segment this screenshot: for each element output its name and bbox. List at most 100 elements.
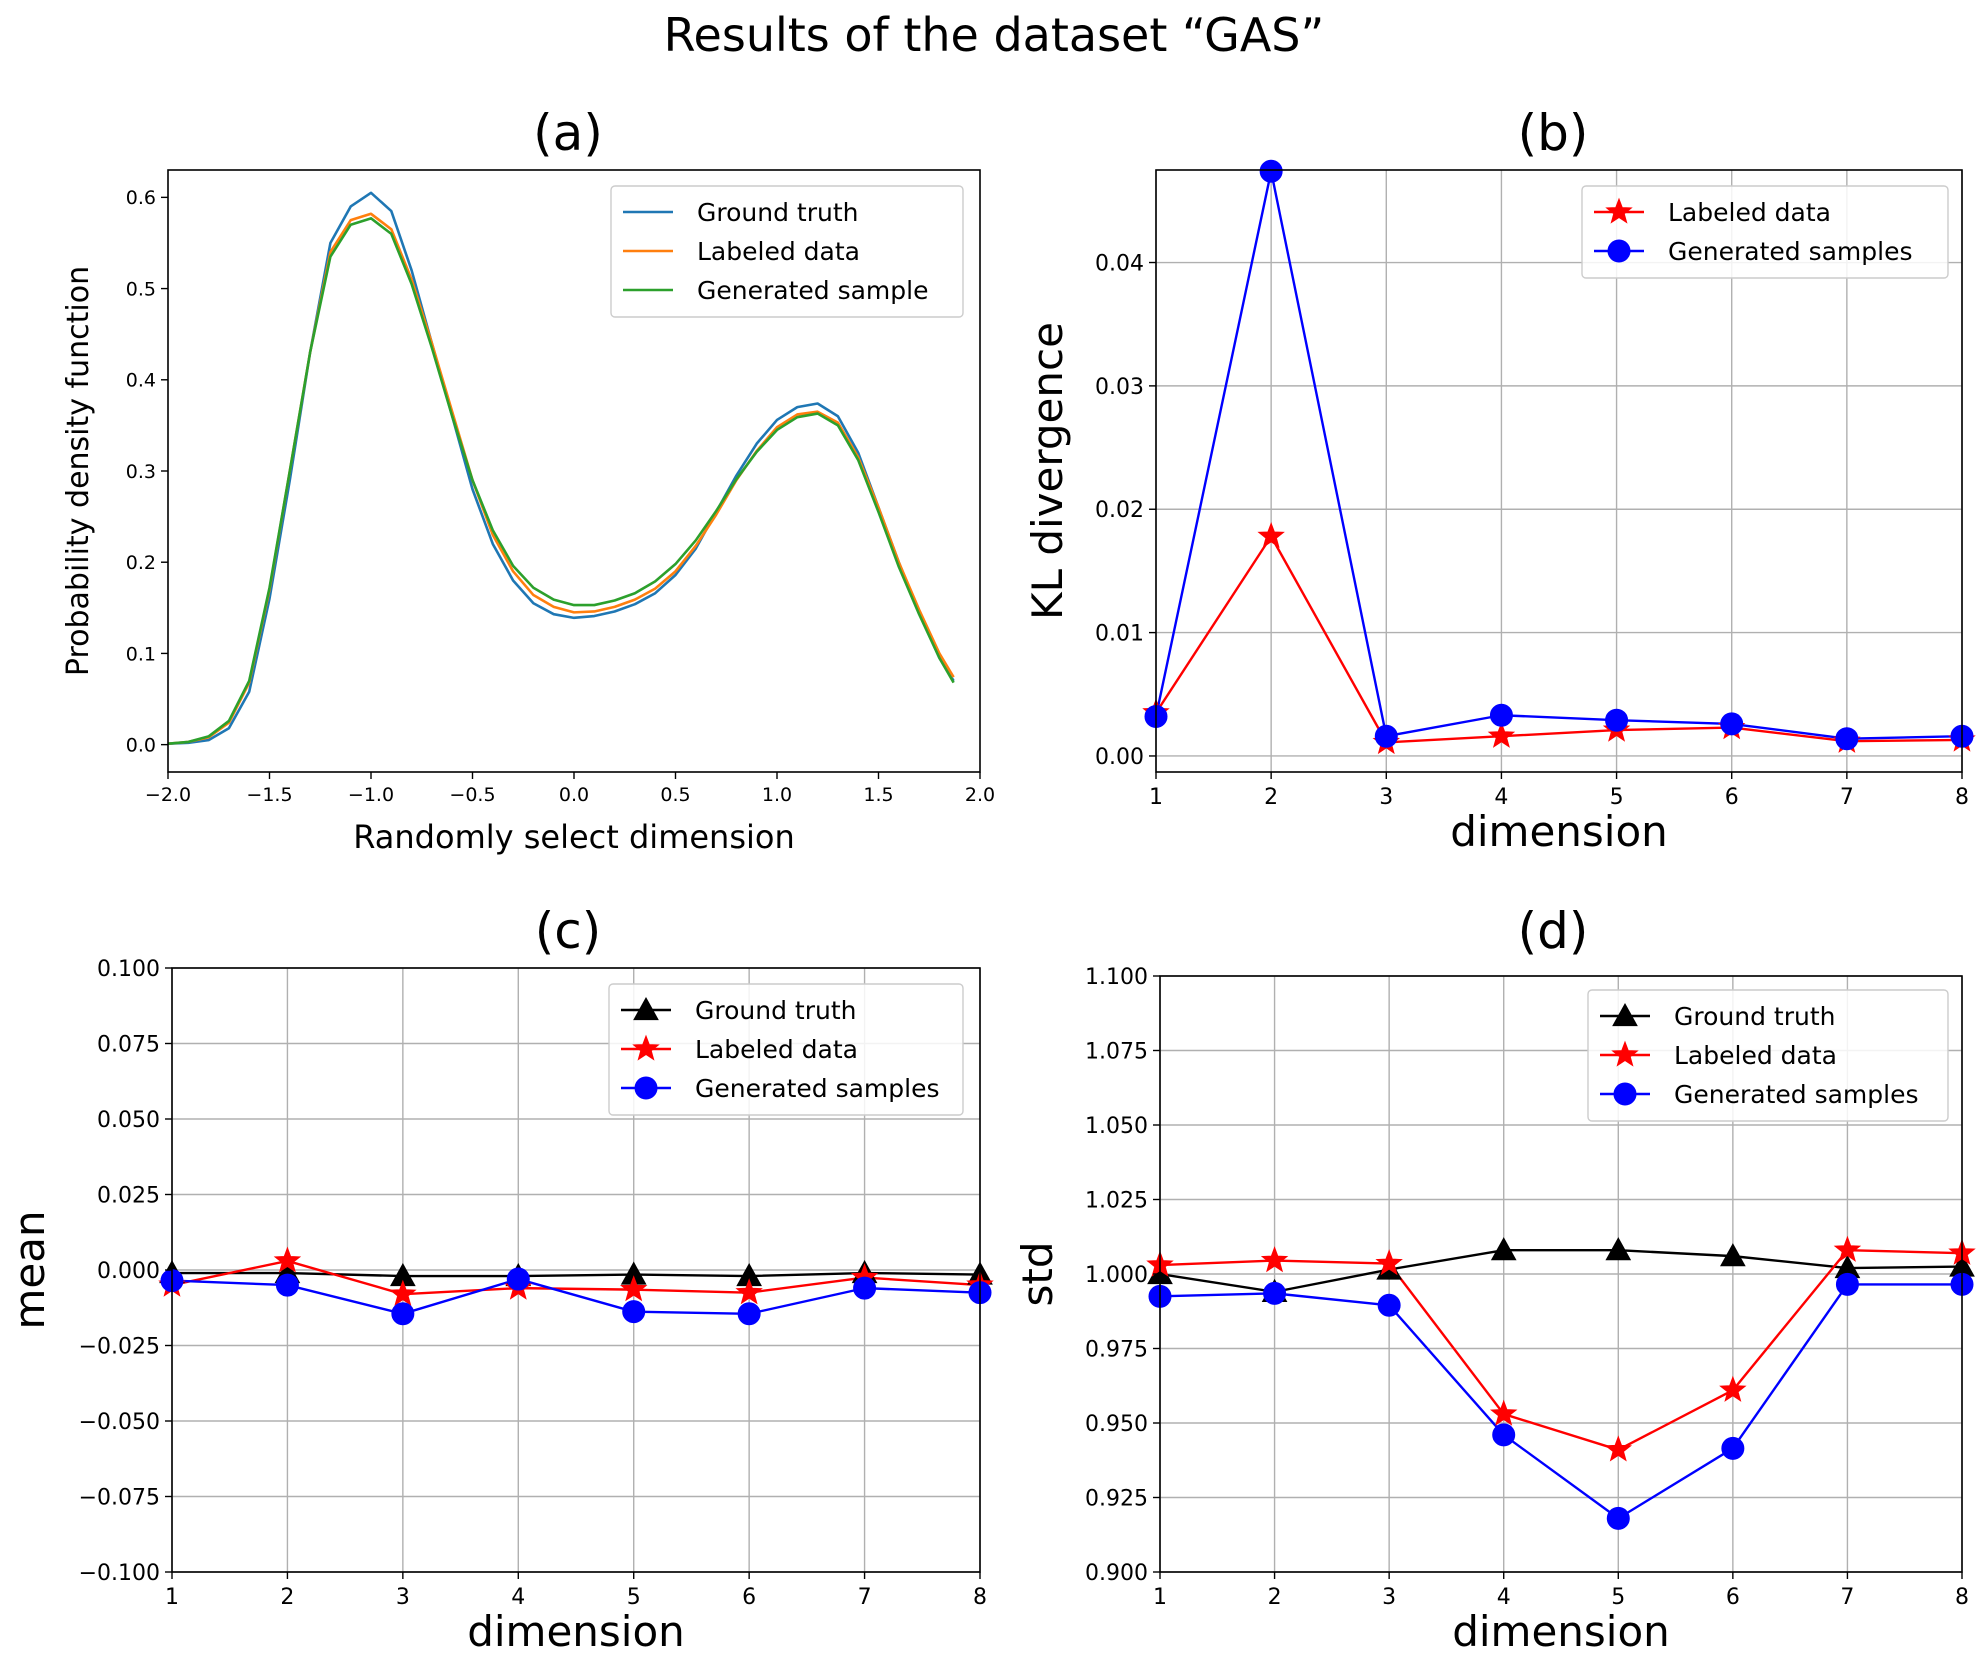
legend-label: Generated samples (1674, 1080, 1919, 1109)
x-tick-label: 7 (858, 1585, 872, 1610)
series-line-generated-sample (168, 217, 955, 746)
data-point (853, 1276, 877, 1300)
series-line-ground-truth (1160, 1248, 1962, 1294)
y-tick-label: −0.050 (79, 1410, 160, 1435)
y-tick-label: 1.025 (1085, 1188, 1148, 1213)
data-point (1490, 1237, 1517, 1261)
x-tick-label: 5 (1610, 785, 1624, 810)
legend-marker (633, 996, 659, 1021)
x-axis-label: Randomly select dimension (353, 818, 795, 856)
legend-label: Labeled data (695, 1035, 858, 1064)
x-tick-label: 8 (1955, 785, 1969, 810)
data-point (1489, 703, 1513, 727)
data-point (275, 1273, 299, 1297)
legend-label: Generated samples (695, 1074, 940, 1103)
y-axis-label: mean (5, 1210, 54, 1329)
x-tick-label: 8 (973, 1585, 987, 1610)
data-point (1605, 708, 1629, 732)
y-tick-label: 0.1 (126, 643, 156, 665)
data-point (1720, 1243, 1746, 1267)
x-tick-label: 6 (1725, 785, 1739, 810)
legend-box (610, 185, 964, 318)
legend-marker (1611, 1040, 1639, 1067)
data-point (391, 1302, 415, 1326)
data-point (1489, 1399, 1518, 1426)
y-axis-label: std (1013, 1241, 1062, 1306)
legend-marker (634, 1076, 658, 1100)
series-line-labeled-data (1156, 535, 1962, 744)
y-tick-label: 0.5 (126, 278, 156, 300)
x-tick-label: 8 (1955, 1585, 1969, 1610)
panel-label: (d) (1518, 902, 1589, 960)
x-axis-label: dimension (1452, 1607, 1670, 1656)
panel-c: (c) 1 2 3 4 5 6 7 8 −0.100 −0.075 −0.050 −0.025 0.000… (5, 902, 994, 1656)
legend-label: Labeled data (1668, 198, 1831, 227)
data-point (1259, 159, 1283, 183)
panel-a: (a) −2.0 −1.5 −1.0 −0.5 0.0 0.5 1.0 1.5 2.0 0.0 0.1… (61, 104, 995, 856)
x-tick-label: 5 (627, 1585, 641, 1610)
data-point (619, 1275, 648, 1302)
legend-label: Ground truth (695, 996, 856, 1025)
legend-label: Ground truth (1674, 1002, 1835, 1031)
legend: Ground truth Labeled data Generated sample… (608, 983, 964, 1116)
data-point (1492, 1423, 1516, 1447)
y-tick-label: 1.050 (1085, 1114, 1148, 1139)
panel-label: (a) (533, 104, 603, 162)
series-line-labeled-data (172, 1259, 980, 1296)
legend: Labeled data Generated samples (1581, 185, 1949, 279)
panel-label: (c) (535, 902, 602, 960)
legend-label: Generated sample (697, 276, 928, 305)
data-point (1487, 721, 1516, 748)
y-tick-label: 0.4 (126, 370, 156, 392)
x-tick-label: 5 (1611, 1585, 1625, 1610)
data-point (735, 1278, 763, 1305)
y-tick-label: 0.04 (1095, 251, 1144, 276)
legend-label: Labeled data (1674, 1041, 1837, 1070)
x-tick-label: 2.0 (965, 784, 995, 806)
data-point (1377, 1293, 1401, 1317)
x-tick-label: 1 (1149, 785, 1163, 810)
x-tick-label: 3 (1382, 1585, 1396, 1610)
data-point (1374, 724, 1398, 748)
y-tick-label: −0.075 (79, 1485, 160, 1510)
y-tick-label: 0.0 (126, 734, 156, 756)
x-tick-label: 3 (396, 1585, 410, 1610)
x-tick-label: 7 (1840, 785, 1854, 810)
data-point (1263, 1281, 1287, 1305)
legend: Ground truth Labeled data Generated sample (610, 185, 964, 318)
data-point (1835, 727, 1859, 751)
legend: Ground truth Labeled data Generated sample… (1587, 989, 1949, 1122)
series-line-labeled-data (1160, 1248, 1962, 1452)
x-tick-label: 6 (742, 1585, 756, 1610)
axes-frame (1155, 169, 1963, 773)
series-line-ground-truth (172, 1271, 980, 1278)
x-tick-label: −1.0 (348, 784, 394, 806)
y-axis-label: KL divergence (1023, 322, 1072, 620)
data-point (1604, 1435, 1633, 1462)
legend-label: Generated samples (1668, 237, 1913, 266)
legend-label: Ground truth (697, 198, 858, 227)
y-tick-label: 0.00 (1095, 745, 1144, 770)
x-tick-label: 7 (1840, 1585, 1854, 1610)
y-tick-label: 0.025 (97, 1183, 160, 1208)
x-tick-label: 6 (1726, 1585, 1740, 1610)
x-tick-label: −2.0 (145, 784, 191, 806)
y-tick-label: 0.100 (97, 957, 160, 982)
y-axis-label: Probability density function (61, 266, 96, 676)
y-tick-label: 0.975 (1085, 1337, 1148, 1362)
x-tick-label: 4 (1494, 785, 1508, 810)
data-point (1833, 1235, 1862, 1262)
data-layer (172, 1259, 980, 1315)
data-point (1257, 521, 1285, 549)
data-point (1835, 1272, 1859, 1296)
panel-label: (b) (1518, 104, 1589, 162)
x-tick-label: −0.5 (449, 784, 495, 806)
y-tick-label: −0.100 (79, 1561, 160, 1586)
y-tick-label: 0.2 (126, 552, 156, 574)
data-layer (1160, 1248, 1962, 1520)
legend-box (608, 983, 964, 1116)
legend-label: Labeled data (697, 237, 860, 266)
data-point (1605, 1237, 1632, 1261)
data-point (273, 1246, 302, 1273)
